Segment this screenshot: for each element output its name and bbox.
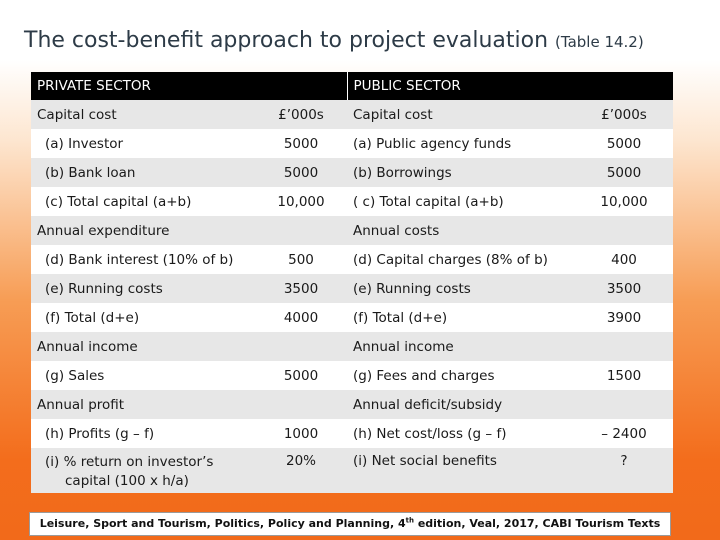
table-row: Annual income Annual income <box>31 332 674 361</box>
private-value: 20% <box>255 448 347 493</box>
public-label: Annual costs <box>347 216 575 245</box>
public-value: 400 <box>575 245 674 274</box>
private-label: Annual income <box>31 332 255 361</box>
private-label: (f) Total (d+e) <box>31 303 255 332</box>
public-value: 3500 <box>575 274 674 303</box>
private-label: (i) % return on investor’s capital (100 … <box>31 448 255 493</box>
public-value: – 2400 <box>575 419 674 448</box>
public-label: ( c) Total capital (a+b) <box>347 187 575 216</box>
public-value <box>575 216 674 245</box>
public-value: 5000 <box>575 129 674 158</box>
public-value <box>575 390 674 419</box>
table-row: (e) Running costs 3500 (e) Running costs… <box>31 274 674 303</box>
source-citation: Leisure, Sport and Tourism, Politics, Po… <box>29 512 671 536</box>
private-value: 4000 <box>255 303 347 332</box>
slide-title-reference: (Table 14.2) <box>555 33 644 51</box>
private-value <box>255 332 347 361</box>
private-value: 5000 <box>255 158 347 187</box>
citation-superscript: th <box>405 516 414 525</box>
table-row: (i) % return on investor’s capital (100 … <box>31 448 674 493</box>
public-value: £’000s <box>575 100 674 129</box>
public-value <box>575 332 674 361</box>
private-label: Annual profit <box>31 390 255 419</box>
private-value: 500 <box>255 245 347 274</box>
slide-title: The cost-benefit approach to project eva… <box>24 28 714 53</box>
public-label: Annual income <box>347 332 575 361</box>
table-header-row: PRIVATE SECTOR PUBLIC SECTOR <box>31 72 674 100</box>
private-label-line-2: capital (100 x h/a) <box>65 473 189 489</box>
private-label: (e) Running costs <box>31 274 255 303</box>
private-label: (g) Sales <box>31 361 255 390</box>
private-label: (d) Bank interest (10% of b) <box>31 245 255 274</box>
private-value: 5000 <box>255 129 347 158</box>
public-value: 5000 <box>575 158 674 187</box>
private-value <box>255 216 347 245</box>
public-value: 10,000 <box>575 187 674 216</box>
private-value: £’000s <box>255 100 347 129</box>
private-label: (c) Total capital (a+b) <box>31 187 255 216</box>
table-row: Annual expenditure Annual costs <box>31 216 674 245</box>
public-label: (e) Running costs <box>347 274 575 303</box>
private-value: 10,000 <box>255 187 347 216</box>
public-label: (a) Public agency funds <box>347 129 575 158</box>
header-private-sector: PRIVATE SECTOR <box>31 72 347 100</box>
private-label: Capital cost <box>31 100 255 129</box>
private-label: (b) Bank loan <box>31 158 255 187</box>
public-label: (h) Net cost/loss (g – f) <box>347 419 575 448</box>
slide-title-text: The cost-benefit approach to project eva… <box>24 28 549 53</box>
table-row: Capital cost £’000s Capital cost £’000s <box>31 100 674 129</box>
table-row: (h) Profits (g – f) 1000 (h) Net cost/lo… <box>31 419 674 448</box>
public-label: Annual deficit/subsidy <box>347 390 575 419</box>
private-value <box>255 390 347 419</box>
private-value: 1000 <box>255 419 347 448</box>
public-label: Capital cost <box>347 100 575 129</box>
citation-text-end: edition, Veal, 2017, CABI Tourism Texts <box>413 517 661 530</box>
public-label: (i) Net social benefits <box>347 448 575 493</box>
header-public-sector: PUBLIC SECTOR <box>346 72 674 100</box>
table-row: (b) Bank loan 5000 (b) Borrowings 5000 <box>31 158 674 187</box>
citation-text: Leisure, Sport and Tourism, Politics, Po… <box>39 517 406 530</box>
table-row: Annual profit Annual deficit/subsidy <box>31 390 674 419</box>
table-row: (c) Total capital (a+b) 10,000 ( c) Tota… <box>31 187 674 216</box>
private-label: Annual expenditure <box>31 216 255 245</box>
private-label: (h) Profits (g – f) <box>31 419 255 448</box>
public-label: (d) Capital charges (8% of b) <box>347 245 575 274</box>
public-value: 1500 <box>575 361 674 390</box>
public-label: (g) Fees and charges <box>347 361 575 390</box>
private-label: (a) Investor <box>31 129 255 158</box>
cost-benefit-table: PRIVATE SECTOR PUBLIC SECTOR Capital cos… <box>31 72 674 493</box>
table-row: (f) Total (d+e) 4000 (f) Total (d+e) 390… <box>31 303 674 332</box>
table-row: (g) Sales 5000 (g) Fees and charges 1500 <box>31 361 674 390</box>
table-row: (d) Bank interest (10% of b) 500 (d) Cap… <box>31 245 674 274</box>
public-value: ? <box>575 448 674 493</box>
public-label: (f) Total (d+e) <box>347 303 575 332</box>
public-value: 3900 <box>575 303 674 332</box>
private-value: 3500 <box>255 274 347 303</box>
private-value: 5000 <box>255 361 347 390</box>
table-row: (a) Investor 5000 (a) Public agency fund… <box>31 129 674 158</box>
private-label-line-1: (i) % return on investor’s <box>45 454 214 470</box>
public-label: (b) Borrowings <box>347 158 575 187</box>
